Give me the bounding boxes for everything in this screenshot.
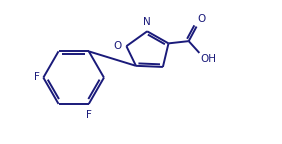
Text: F: F bbox=[34, 72, 40, 82]
Text: OH: OH bbox=[201, 54, 217, 64]
Text: F: F bbox=[86, 110, 92, 120]
Text: O: O bbox=[113, 41, 121, 51]
Text: N: N bbox=[143, 17, 151, 27]
Text: O: O bbox=[198, 14, 206, 24]
